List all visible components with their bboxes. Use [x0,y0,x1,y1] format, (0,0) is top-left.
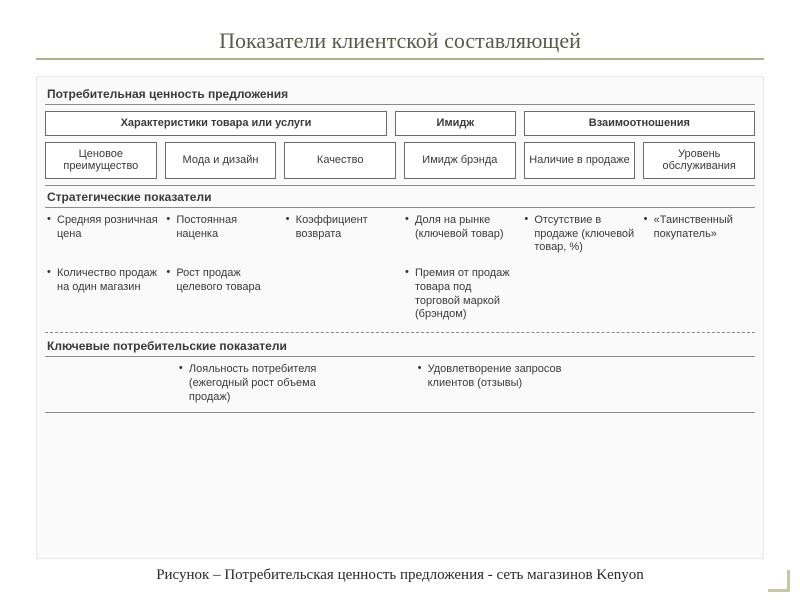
corner-decor [768,570,790,592]
list-item: Удовлетворение запросов клиентов (отзывы… [416,361,567,395]
list-item: Рост продаж целевого товара [164,265,277,299]
section1-heading: Потребительная ценность предложения [45,83,755,104]
list-item: Доля на рынке (ключевой товар) [403,212,516,246]
rule-dashed [45,332,755,333]
title-underline [36,58,764,60]
box-stock: Наличие в продаже [524,142,636,179]
rule [45,412,755,413]
list-item: Отсутствие в продаже (ключевой товар, %) [522,212,635,259]
slide-title: Показатели клиентской составляющей [36,28,764,54]
list-item: Средняя розничная цена [45,212,158,246]
section3-heading: Ключевые потребительские показатели [45,335,755,356]
box-fashion: Мода и дизайн [165,142,277,179]
list-item: Коэффициент возврата [284,212,397,246]
box-brand: Имидж брэнда [404,142,516,179]
diagram-area: Потребительная ценность предложения Хара… [36,76,764,559]
list-item: Премия от продаж товара под торговой мар… [403,265,516,326]
detail-boxes-row: Ценовое преимущество Мода и дизайн Качес… [45,142,755,179]
section2-heading: Стратегические показатели [45,186,755,207]
list-item: Лояльность потребителя (ежегодный рост о… [177,361,328,408]
section2-row2: Количество продаж на один магазин Рост п… [45,265,755,326]
section3-row: Лояльность потребителя (ежегодный рост о… [45,361,755,408]
box-price: Ценовое преимущество [45,142,157,179]
header-boxes-row: Характеристики товара или услуги Имидж В… [45,111,755,136]
box-service: Уровень обслуживания [643,142,755,179]
section2-row1: Средняя розничная цена Постоянная наценк… [45,212,755,259]
rule [45,104,755,105]
list-item: Количество продаж на один магазин [45,265,158,299]
list-item: «Таинственный покупатель» [642,212,755,246]
box-image: Имидж [395,111,516,136]
box-relations: Взаимоотношения [524,111,755,136]
list-item: Постоянная наценка [164,212,277,246]
rule [45,356,755,357]
box-quality: Качество [284,142,396,179]
caption-text: Рисунок – Потребительская ценность предл… [36,567,764,584]
rule [45,207,755,208]
box-characteristics: Характеристики товара или услуги [45,111,387,136]
